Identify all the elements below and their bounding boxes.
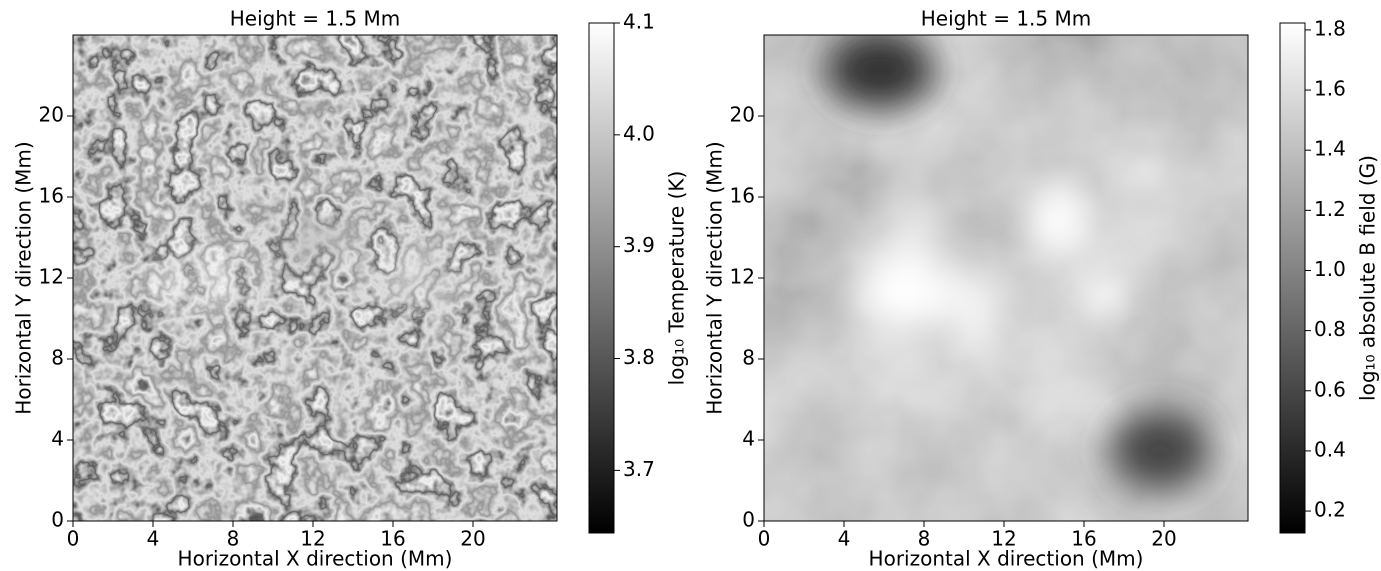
- y-tick-label: 0: [742, 508, 755, 532]
- y-axis-label: Horizontal Y direction (Mm): [12, 141, 36, 414]
- chart-title: Height = 1.5 Mm: [921, 7, 1092, 31]
- y-tick-label: 8: [742, 346, 755, 370]
- colorbar-tick-label: 3.8: [623, 345, 655, 369]
- x-tick-label: 0: [67, 527, 80, 551]
- y-tick-label: 12: [730, 265, 755, 289]
- x-tick-label: 4: [147, 527, 160, 551]
- y-tick-label: 8: [51, 346, 64, 370]
- colorbar-tick-label: 1.6: [1314, 77, 1346, 101]
- x-tick-label: 4: [838, 527, 851, 551]
- colorbar-label: log₁₀ absolute B field (G): [1356, 155, 1380, 401]
- heatmap-image: [73, 35, 557, 521]
- chart-title: Height = 1.5 Mm: [230, 7, 401, 31]
- colorbar-tick-label: 1.2: [1314, 197, 1346, 221]
- heatmap-image: [764, 35, 1248, 521]
- y-tick-label: 4: [742, 427, 755, 451]
- x-tick-label: 8: [227, 527, 240, 551]
- y-axis-label: Horizontal Y direction (Mm): [703, 141, 727, 414]
- colorbar-tick-label: 3.9: [623, 233, 655, 257]
- colorbar-tick-label: 0.2: [1314, 498, 1346, 522]
- y-tick-label: 4: [51, 427, 64, 451]
- x-tick-label: 12: [991, 527, 1016, 551]
- x-axis-label: Horizontal X direction (Mm): [178, 547, 453, 571]
- y-tick-label: 16: [39, 184, 64, 208]
- y-tick-label: 16: [730, 184, 755, 208]
- x-tick-label: 20: [460, 527, 485, 551]
- y-tick-label: 12: [39, 265, 64, 289]
- colorbar-tick-label: 1.8: [1314, 16, 1346, 40]
- colorbar: [1279, 22, 1306, 534]
- colorbar-tick-label: 0.8: [1314, 317, 1346, 341]
- colorbar-tick-label: 4.0: [623, 121, 655, 145]
- x-tick-label: 12: [300, 527, 325, 551]
- colorbar-tick-label: 0.6: [1314, 377, 1346, 401]
- y-tick-label: 20: [730, 103, 755, 127]
- y-tick-label: 20: [39, 103, 64, 127]
- colorbar-label: log₁₀ Temperature (K): [665, 171, 689, 386]
- colorbar-tick-label: 4.1: [623, 10, 655, 34]
- colorbar: [588, 22, 615, 534]
- y-tick-label: 0: [51, 508, 64, 532]
- colorbar-tick-label: 0.4: [1314, 437, 1346, 461]
- x-tick-label: 8: [918, 527, 931, 551]
- x-tick-label: 16: [1071, 527, 1096, 551]
- colorbar-tick-label: 3.7: [623, 457, 655, 481]
- colorbar-tick-label: 1.4: [1314, 137, 1346, 161]
- x-tick-label: 20: [1151, 527, 1176, 551]
- x-axis-label: Horizontal X direction (Mm): [869, 547, 1144, 571]
- colorbar-tick-label: 1.0: [1314, 257, 1346, 281]
- x-tick-label: 0: [758, 527, 771, 551]
- x-tick-label: 16: [380, 527, 405, 551]
